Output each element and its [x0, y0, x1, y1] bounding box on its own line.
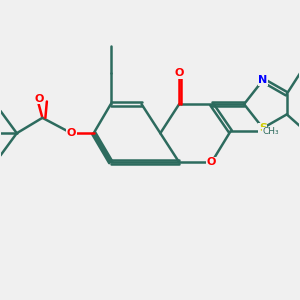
Text: O: O	[174, 68, 184, 78]
Text: N: N	[258, 75, 268, 85]
Text: O: O	[67, 128, 76, 138]
Text: O: O	[207, 157, 216, 167]
Text: S: S	[259, 123, 267, 133]
Text: O: O	[35, 94, 44, 103]
Text: CH₃: CH₃	[262, 127, 279, 136]
